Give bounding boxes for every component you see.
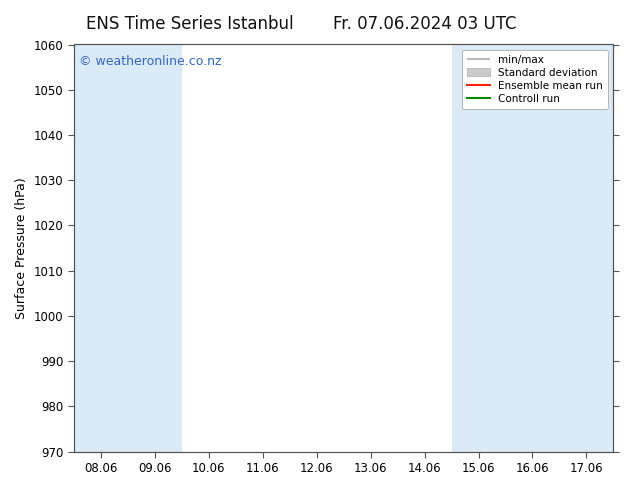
Text: Fr. 07.06.2024 03 UTC: Fr. 07.06.2024 03 UTC bbox=[333, 15, 517, 33]
Text: ENS Time Series Istanbul: ENS Time Series Istanbul bbox=[86, 15, 294, 33]
Bar bbox=[505, 45, 559, 452]
Bar bbox=[451, 45, 505, 452]
Legend: min/max, Standard deviation, Ensemble mean run, Controll run: min/max, Standard deviation, Ensemble me… bbox=[462, 49, 608, 109]
Y-axis label: Surface Pressure (hPa): Surface Pressure (hPa) bbox=[15, 177, 28, 319]
Bar bbox=[127, 45, 182, 452]
Text: © weatheronline.co.nz: © weatheronline.co.nz bbox=[79, 55, 222, 68]
Bar bbox=[559, 45, 614, 452]
Bar bbox=[74, 45, 127, 452]
